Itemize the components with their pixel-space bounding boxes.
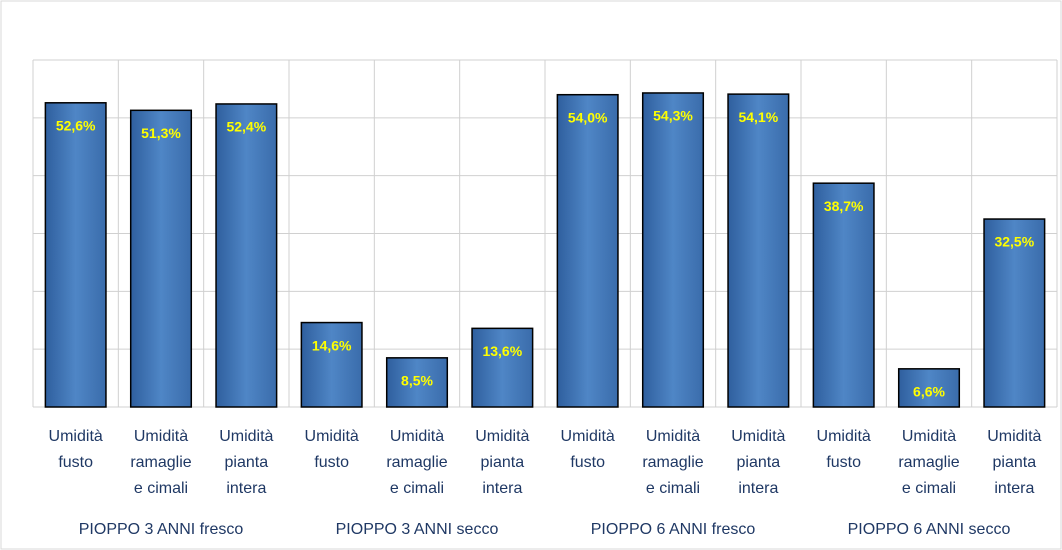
x-tick-label: Umidità	[390, 428, 444, 445]
x-tick-label: e cimali	[902, 480, 956, 497]
x-tick-label: pianta	[225, 454, 269, 471]
value-label: 13,6%	[482, 343, 522, 359]
bar	[300, 321, 363, 408]
bar	[471, 327, 534, 408]
value-label: 52,4%	[226, 119, 266, 135]
x-tick-label: fusto	[58, 454, 93, 471]
x-tick-label: pianta	[481, 454, 525, 471]
x-tick-label: ramaglie	[386, 454, 447, 471]
bar	[641, 92, 705, 408]
x-tick-label: Umidità	[134, 428, 188, 445]
x-tick-label: Umidità	[49, 428, 103, 445]
group-label: PIOPPO 6 ANNI secco	[848, 521, 1011, 538]
x-tick-label: Umidità	[219, 428, 273, 445]
x-tick-label: intera	[738, 480, 778, 497]
value-label: 54,0%	[568, 109, 608, 125]
x-tick-label: fusto	[314, 454, 349, 471]
x-tick-label: Umidità	[561, 428, 615, 445]
group-label: PIOPPO 6 ANNI fresco	[591, 521, 756, 538]
x-tick-label: e cimali	[134, 480, 188, 497]
x-tick-label: intera	[226, 480, 266, 497]
group-label: PIOPPO 3 ANNI fresco	[79, 521, 244, 538]
value-label: 14,6%	[312, 337, 352, 353]
x-tick-label: ramaglie	[642, 454, 703, 471]
value-label: 54,1%	[738, 109, 778, 125]
bar	[897, 368, 961, 408]
x-tick-label: Umidità	[646, 428, 700, 445]
x-tick-label: fusto	[570, 454, 605, 471]
x-tick-label: e cimali	[646, 480, 700, 497]
bar	[129, 109, 193, 408]
x-tick-label: Umidità	[305, 428, 359, 445]
x-tick-label: Umidità	[475, 428, 529, 445]
x-tick-label: e cimali	[390, 480, 444, 497]
value-label: 38,7%	[824, 198, 864, 214]
x-tick-label: fusto	[826, 454, 861, 471]
x-tick-label: Umidità	[987, 428, 1041, 445]
group-label: PIOPPO 3 ANNI secco	[336, 521, 499, 538]
x-tick-label: ramaglie	[130, 454, 191, 471]
value-label: 8,5%	[401, 373, 433, 389]
x-tick-label: Umidità	[817, 428, 871, 445]
x-tick-label: ramaglie	[898, 454, 959, 471]
x-tick-label: pianta	[737, 454, 781, 471]
x-tick-label: pianta	[993, 454, 1037, 471]
bar	[44, 102, 107, 408]
value-label: 32,5%	[994, 234, 1034, 250]
bar	[727, 93, 790, 408]
value-label: 52,6%	[56, 117, 96, 133]
value-label: 51,3%	[141, 125, 181, 141]
value-label: 54,3%	[653, 108, 693, 124]
x-tick-label: Umidità	[731, 428, 785, 445]
bar	[812, 182, 875, 408]
x-tick-label: intera	[482, 480, 522, 497]
bar	[556, 93, 619, 408]
x-tick-label: Umidità	[902, 428, 956, 445]
bar	[385, 357, 449, 408]
bar	[983, 218, 1046, 408]
value-label: 6,6%	[913, 384, 945, 400]
bar	[215, 103, 278, 408]
x-tick-label: intera	[994, 480, 1034, 497]
